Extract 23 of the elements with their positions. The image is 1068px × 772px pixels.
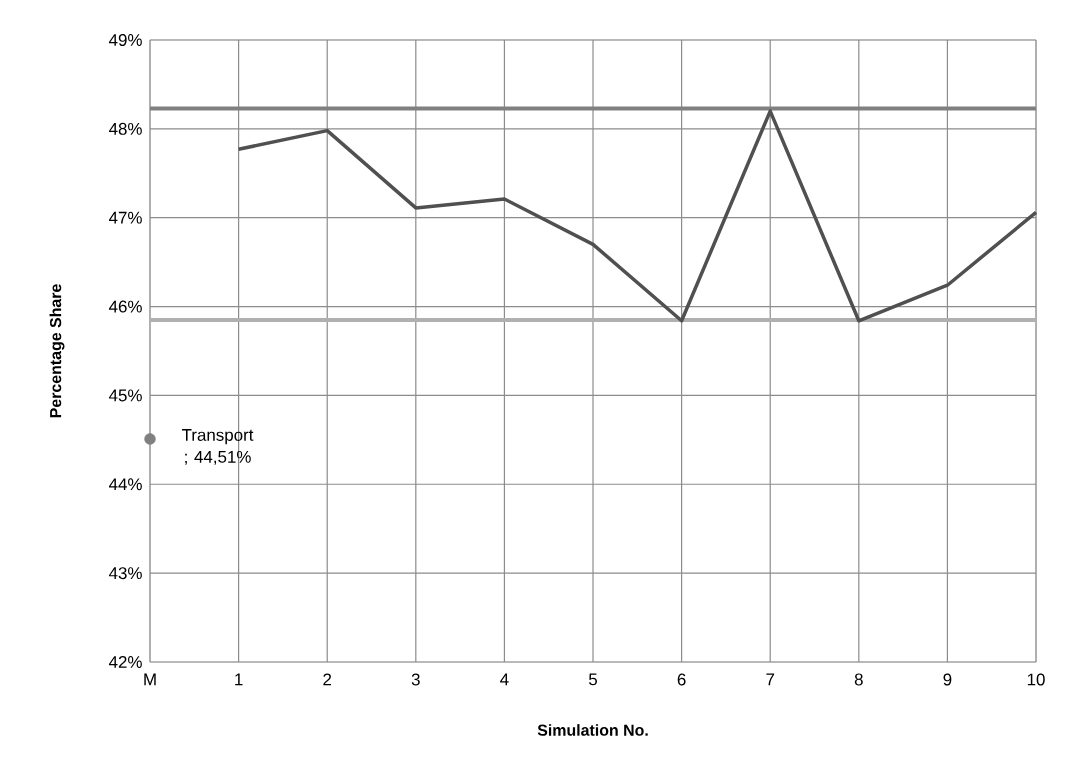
x-axis-title: Simulation No. — [537, 724, 648, 736]
y-tick-label: 47% — [108, 211, 142, 224]
x-tick-label: 6 — [677, 673, 686, 686]
x-tick-label: M — [144, 673, 156, 686]
y-tick-label: 43% — [108, 567, 142, 580]
x-tick-label: 4 — [500, 673, 509, 686]
x-tick-label: 8 — [854, 673, 863, 686]
y-tick-label: 48% — [108, 122, 142, 135]
y-tick-label: 45% — [108, 389, 142, 402]
x-tick-label: 2 — [323, 673, 332, 686]
line-series — [236, 109, 1038, 323]
x-tick-label: 3 — [411, 673, 420, 686]
x-tick-label: 1 — [235, 673, 243, 686]
x-tick-label: 5 — [588, 673, 597, 686]
x-tick-label: 9 — [943, 673, 952, 686]
x-tick-label: 7 — [766, 673, 775, 686]
y-tick-label: 42% — [108, 656, 142, 668]
x-tick-label: 10 — [1027, 673, 1045, 686]
y-tick-label: 44% — [108, 478, 142, 491]
y-axis-title: Percentage Share — [49, 284, 65, 418]
y-tick-label: 49% — [108, 33, 142, 46]
annotation: Transport ; 44,51% — [181, 429, 254, 465]
y-tick-label: 46% — [108, 300, 142, 313]
